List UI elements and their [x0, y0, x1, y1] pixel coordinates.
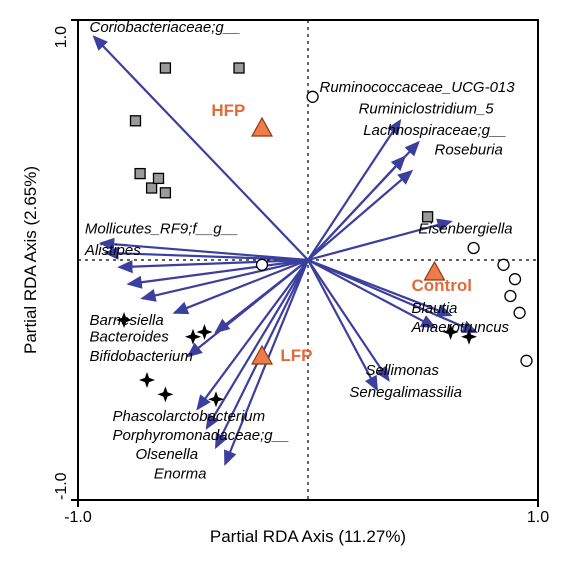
taxon-label: Barnesiella — [90, 312, 164, 329]
taxon-label: Porphyromonadaceae;g__ — [113, 427, 290, 444]
xtick-min: -1.0 — [64, 509, 92, 526]
sample-square — [154, 173, 164, 183]
taxon-label: Olsenella — [136, 446, 199, 463]
taxon-label: Sellimonas — [366, 362, 440, 379]
sample-circle — [307, 91, 318, 102]
sample-square — [160, 63, 170, 73]
taxon-label: Bacteroides — [90, 329, 170, 346]
taxon-label: Alistipes — [84, 242, 141, 259]
sample-circle — [514, 307, 525, 318]
sample-circle — [498, 259, 509, 270]
group-label: LFP — [280, 346, 312, 365]
sample-square — [131, 116, 141, 126]
sample-square — [135, 169, 145, 179]
sample-circle — [521, 355, 532, 366]
ytick-min: -1.0 — [53, 472, 70, 500]
taxon-label: Senegalimassilia — [349, 384, 462, 401]
taxon-label: Lachnospiraceae;g__ — [363, 122, 506, 139]
taxon-label: Ruminiclostridium_5 — [359, 101, 495, 118]
xtick-max: 1.0 — [527, 509, 549, 526]
taxon-label: Bifidobacterium — [90, 348, 193, 365]
y-axis-label: Partial RDA Axis (2.65%) — [21, 166, 40, 354]
taxon-label: Blautia — [412, 300, 458, 317]
sample-circle — [510, 274, 521, 285]
sample-circle — [505, 291, 516, 302]
x-axis-label: Partial RDA Axis (11.27%) — [210, 527, 406, 546]
taxon-label: Ruminococcaceae_UCG-013 — [320, 79, 516, 96]
group-label: HFP — [211, 101, 245, 120]
taxon-label: Enorma — [154, 465, 207, 482]
sample-square — [160, 188, 170, 198]
ytick-max: 1.0 — [53, 26, 70, 48]
taxon-label: Phascolarctobacterium — [113, 408, 266, 425]
rda-biplot: HFP Control LFP Coriobacteriaceae;g__ Rumino… — [0, 0, 564, 571]
taxon-label: Eisenbergiella — [418, 221, 512, 238]
sample-square — [234, 63, 244, 73]
sample-circle — [468, 243, 479, 254]
taxon-label: Coriobacteriaceae;g__ — [90, 19, 241, 36]
taxon-label: Roseburia — [435, 141, 503, 158]
sample-square — [147, 183, 157, 193]
taxon-label: Mollicutes_RF9;f__g__ — [85, 221, 238, 238]
group-label: Control — [412, 276, 472, 295]
taxon-label: Anaerotruncus — [411, 319, 510, 336]
sample-circle — [257, 259, 268, 270]
chart-svg: HFP Control LFP Coriobacteriaceae;g__ Rumino… — [0, 0, 564, 571]
